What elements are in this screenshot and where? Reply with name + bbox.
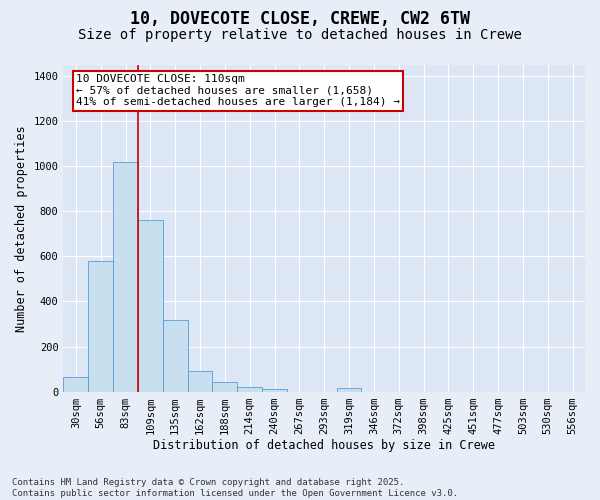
Bar <box>138 220 163 392</box>
Bar <box>64 377 88 392</box>
Text: 10, DOVECOTE CLOSE, CREWE, CW2 6TW: 10, DOVECOTE CLOSE, CREWE, CW2 6TW <box>130 10 470 28</box>
Y-axis label: Number of detached properties: Number of detached properties <box>15 125 28 332</box>
Bar <box>262 389 287 392</box>
Bar <box>163 320 188 392</box>
X-axis label: Distribution of detached houses by size in Crewe: Distribution of detached houses by size … <box>153 440 495 452</box>
Bar <box>237 386 262 392</box>
Text: 10 DOVECOTE CLOSE: 110sqm
← 57% of detached houses are smaller (1,658)
41% of se: 10 DOVECOTE CLOSE: 110sqm ← 57% of detac… <box>76 74 400 107</box>
Bar <box>88 261 113 392</box>
Bar <box>337 388 361 392</box>
Bar <box>212 382 237 392</box>
Text: Size of property relative to detached houses in Crewe: Size of property relative to detached ho… <box>78 28 522 42</box>
Bar <box>113 162 138 392</box>
Text: Contains HM Land Registry data © Crown copyright and database right 2025.
Contai: Contains HM Land Registry data © Crown c… <box>12 478 458 498</box>
Bar <box>188 372 212 392</box>
